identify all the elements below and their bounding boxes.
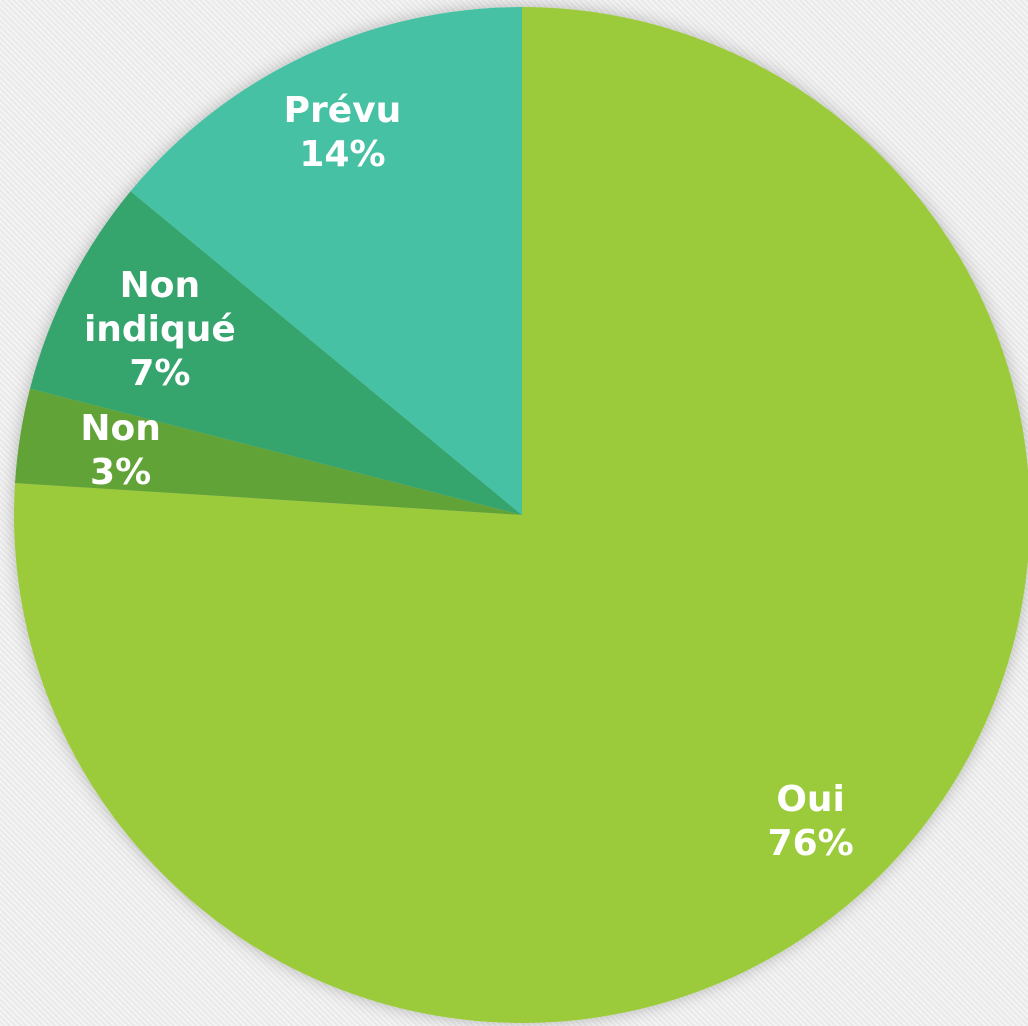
category-label: Non bbox=[80, 408, 161, 450]
data-label: Non indiqué 7% bbox=[75, 264, 245, 396]
data-label: Oui 76% bbox=[711, 778, 911, 866]
value-label: 76% bbox=[767, 823, 854, 865]
value-label: 7% bbox=[129, 353, 191, 395]
category-label: Prévu bbox=[283, 90, 402, 132]
data-label: Prévu 14% bbox=[242, 89, 442, 177]
pie-slice bbox=[15, 388, 523, 515]
pie-slice bbox=[14, 7, 1028, 1023]
category-label: Oui bbox=[776, 779, 845, 821]
data-label: Non 3% bbox=[21, 407, 221, 495]
value-label: 14% bbox=[299, 134, 386, 176]
value-label: 3% bbox=[90, 452, 152, 494]
pie-slice bbox=[29, 191, 523, 516]
pie-slice bbox=[130, 7, 522, 515]
pie bbox=[14, 7, 1028, 1023]
category-label: Non indiqué bbox=[83, 265, 236, 351]
